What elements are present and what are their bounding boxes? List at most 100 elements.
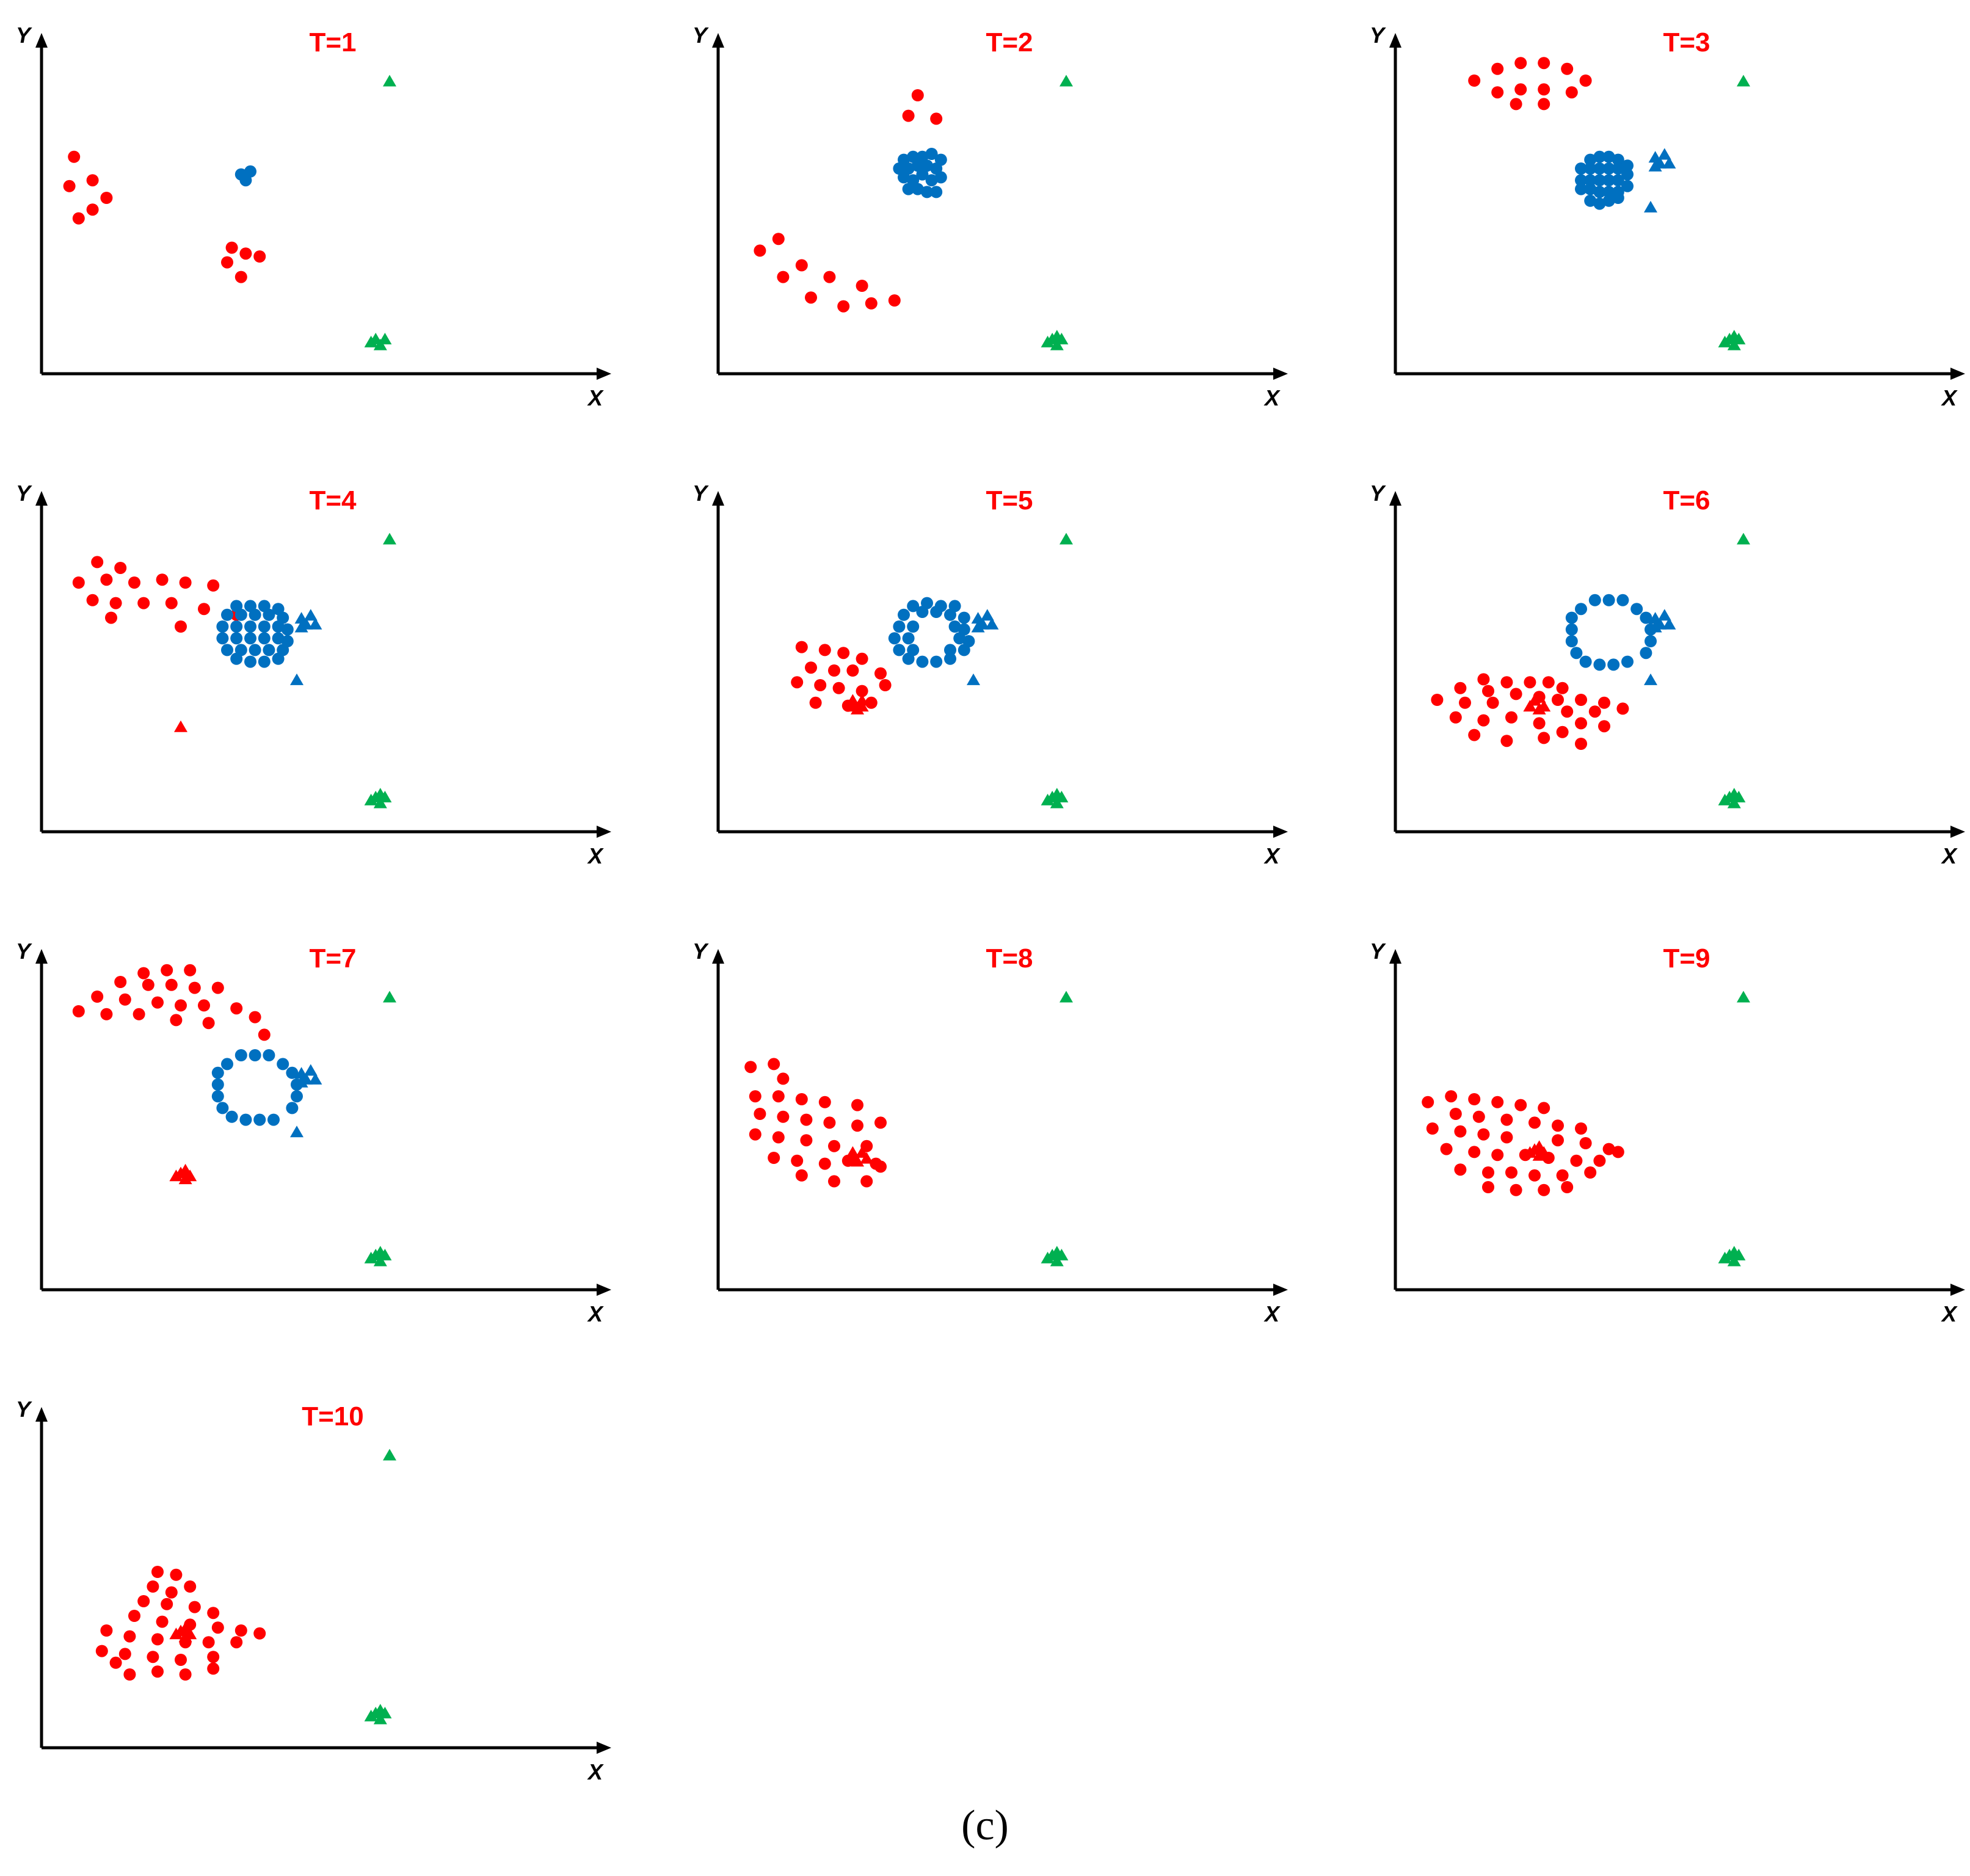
- green-triangle: [383, 991, 396, 1003]
- red-dot: [137, 967, 150, 980]
- red-dot: [1422, 1096, 1434, 1108]
- green-triangle: [364, 1709, 378, 1721]
- red-dot: [198, 603, 210, 616]
- red-dot: [161, 1598, 173, 1610]
- red-dot: [72, 1005, 85, 1017]
- red-dot: [202, 1636, 215, 1649]
- y-axis-label: Y: [16, 1397, 32, 1422]
- blue-dot: [1602, 194, 1615, 207]
- red-dot: [1431, 694, 1444, 706]
- red-dot: [777, 271, 790, 283]
- red-dot: [818, 1157, 831, 1170]
- red-dot: [1449, 1108, 1462, 1120]
- red-dot: [100, 573, 113, 586]
- red-dot: [846, 664, 859, 677]
- blue-dot: [930, 655, 943, 668]
- blue-triangle: [1662, 156, 1676, 169]
- y-axis-arrow: [1389, 949, 1401, 964]
- red-dot: [865, 297, 878, 310]
- y-axis-arrow: [35, 949, 48, 964]
- green-triangle: [1050, 1254, 1064, 1267]
- red-dot: [86, 203, 99, 216]
- red-dot: [795, 641, 808, 653]
- blue-dot: [902, 632, 915, 645]
- red-dot: [768, 1152, 780, 1164]
- x-axis-arrow: [1273, 368, 1288, 380]
- red-dot: [1556, 725, 1569, 738]
- blue-dot: [1584, 194, 1597, 207]
- panel-3: X Y T=3: [1370, 23, 1965, 410]
- red-triangle: [855, 694, 869, 706]
- red-triangle: [183, 1627, 197, 1640]
- blue-dot: [1616, 594, 1629, 606]
- red-triangle: [169, 1169, 183, 1182]
- red-dot: [1486, 696, 1499, 709]
- blue-triangle: [1657, 148, 1671, 160]
- red-dot: [1477, 673, 1490, 686]
- red-dot: [1616, 702, 1629, 715]
- x-axis-label: X: [587, 385, 604, 410]
- blue-dot: [216, 1102, 229, 1114]
- red-dot: [1556, 682, 1569, 694]
- blue-dot: [286, 1102, 299, 1114]
- red-dot: [1524, 676, 1536, 689]
- red-dot: [1468, 1093, 1481, 1105]
- red-dot: [1561, 62, 1574, 75]
- red-triangle: [855, 700, 869, 712]
- red-dot: [1482, 1181, 1494, 1193]
- blue-dot: [1565, 635, 1578, 647]
- red-dot: [100, 192, 113, 204]
- panel-9: X Y T=9: [1370, 939, 1965, 1326]
- red-dot: [818, 644, 831, 656]
- blue-dot: [902, 652, 915, 665]
- red-dot: [1482, 685, 1494, 697]
- red-dot: [860, 1175, 873, 1188]
- red-dot: [1575, 738, 1587, 750]
- red-dot: [179, 576, 192, 589]
- x-axis-arrow: [1950, 1284, 1965, 1296]
- blue-dot: [1621, 655, 1634, 668]
- red-dot: [828, 1175, 840, 1188]
- blue-dot: [234, 608, 247, 621]
- blue-triangle: [290, 673, 303, 685]
- red-dot: [1528, 1116, 1541, 1129]
- red-dot: [86, 174, 99, 187]
- red-dot: [1514, 83, 1527, 96]
- blue-dot: [953, 632, 966, 645]
- red-triangle: [1537, 700, 1551, 712]
- red-dot: [142, 978, 154, 991]
- red-dot: [234, 1624, 247, 1637]
- green-triangle: [1050, 796, 1064, 809]
- blue-dot: [925, 148, 938, 160]
- green-triangle: [373, 796, 387, 809]
- green-triangle: [373, 1712, 387, 1725]
- green-triangle: [373, 788, 387, 800]
- red-dot: [874, 667, 887, 680]
- blue-dot: [216, 620, 229, 633]
- blue-dot: [1621, 159, 1634, 172]
- green-triangle: [1050, 788, 1064, 800]
- blue-dot: [253, 1113, 266, 1126]
- red-triangle: [174, 720, 187, 732]
- red-dot: [211, 981, 224, 994]
- blue-dot: [1593, 186, 1606, 198]
- blue-triangle: [1644, 673, 1657, 685]
- red-dot: [1538, 83, 1550, 96]
- green-triangle: [1060, 533, 1073, 545]
- red-dot: [1491, 86, 1504, 99]
- red-dot: [1500, 1131, 1513, 1144]
- blue-triangle: [1648, 620, 1662, 633]
- red-dot: [754, 1108, 766, 1120]
- blue-triangle: [290, 1125, 303, 1138]
- red-dot: [805, 661, 817, 674]
- green-triangle: [373, 1254, 387, 1267]
- red-dot: [791, 1154, 804, 1167]
- green-triangle: [1041, 1251, 1055, 1263]
- blue-dot: [1602, 186, 1615, 198]
- blue-dot: [230, 652, 243, 665]
- blue-dot: [893, 620, 906, 633]
- red-dot: [1538, 57, 1550, 70]
- blue-dot: [258, 620, 271, 633]
- red-dot: [258, 1028, 271, 1041]
- red-dot: [198, 999, 210, 1012]
